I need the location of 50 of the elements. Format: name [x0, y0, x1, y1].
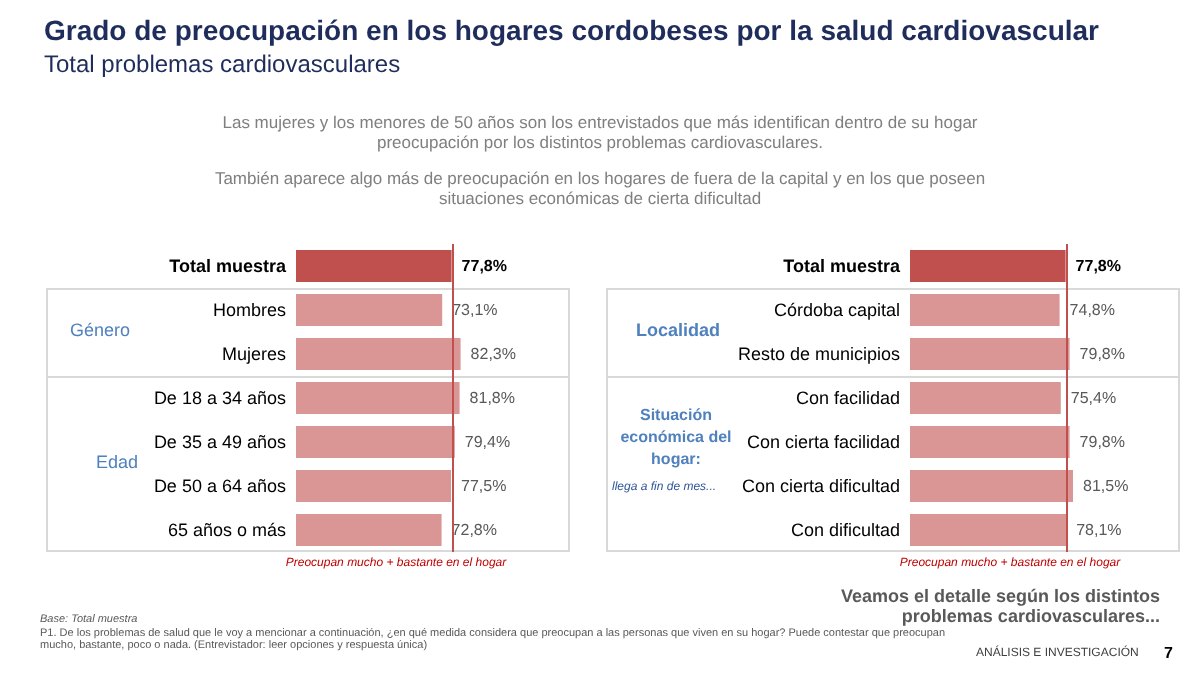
y-tick-label: Resto de municipios — [737, 344, 901, 364]
data-label: 78,1% — [1076, 521, 1122, 539]
data-label: 81,8% — [469, 389, 515, 407]
text: Edad — [96, 452, 139, 472]
bar — [296, 426, 455, 458]
data-label: 73,1% — [452, 301, 498, 319]
y-tick-label: Mujeres — [221, 344, 287, 364]
y-tick-label: De 50 a 64 años — [153, 476, 287, 496]
bar — [910, 382, 1061, 414]
data-label: 77,5% — [461, 477, 507, 495]
y-tick-label: Total muestra — [783, 256, 902, 276]
data-label: 81,5% — [1083, 477, 1129, 495]
bar — [296, 294, 443, 326]
data-label: 79,8% — [1079, 345, 1125, 363]
bar — [910, 426, 1070, 458]
text: Localidad — [636, 320, 721, 340]
data-label: 77,8% — [1075, 257, 1121, 275]
y-tick-label: Hombres — [212, 300, 287, 320]
bar — [910, 338, 1070, 370]
text: Género — [70, 320, 131, 340]
bar — [296, 470, 451, 502]
bar — [296, 514, 442, 546]
bar — [910, 514, 1067, 546]
text: Situación económica del hogar: — [620, 404, 732, 470]
y-tick-label: De 18 a 34 años — [153, 388, 287, 408]
data-label: 82,3% — [470, 345, 516, 363]
y-tick-label: 65 años o más — [167, 520, 287, 540]
data-label: 79,8% — [1079, 433, 1125, 451]
data-label: 72,8% — [451, 521, 497, 539]
y-tick-label: Con cierta dificultad — [741, 476, 900, 496]
text: Grado de preocupación en los hogares cordobeses por la salud cardiovascular — [44, 14, 1099, 46]
y-tick-label: De 35 a 49 años — [153, 432, 287, 452]
y-tick-label: Córdoba capital — [773, 300, 900, 320]
bar — [910, 470, 1073, 502]
data-label: 79,4% — [464, 433, 511, 451]
data-label: 74,8% — [1069, 301, 1115, 319]
y-tick-label: Con dificultad — [790, 520, 900, 540]
text: También aparece algo más de preocupación en los hogares de fuera de la capital y en los que poseen situaciones económicas de cierta dificultad — [212, 168, 988, 208]
y-tick-label: Con facilidad — [795, 388, 900, 408]
bar — [910, 294, 1060, 326]
text: Las mujeres y los menores de 50 años son los entrevistados que más identifican dentro de su hogar preocupación por los distintos problemas cardiovasculares. — [220, 112, 980, 152]
chart-subtitle: Total problemas cardiovasculares — [44, 50, 401, 78]
bar — [296, 382, 460, 414]
y-tick-label: Total muestra — [169, 256, 288, 276]
data-label: 75,4% — [1070, 389, 1117, 407]
data-label: 77,8% — [461, 257, 507, 275]
bar — [296, 338, 461, 370]
text: 7 — [1164, 644, 1173, 662]
text: Veamos el detalle según los distintos problemas cardiovasculares... — [838, 586, 1160, 626]
y-tick-label: Con cierta facilidad — [746, 432, 900, 452]
